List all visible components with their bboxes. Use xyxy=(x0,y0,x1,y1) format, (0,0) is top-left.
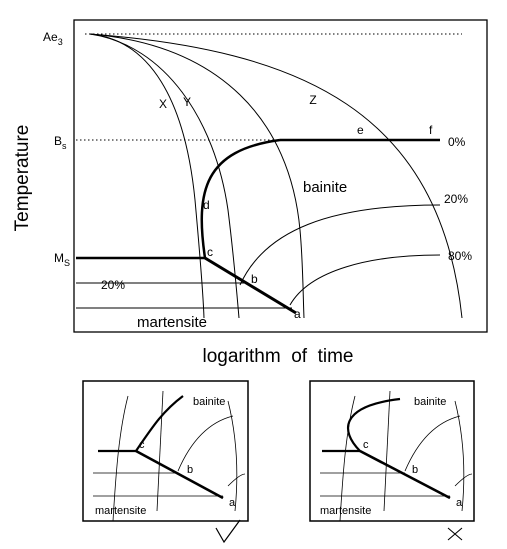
inset-right-frame xyxy=(309,380,475,522)
curve-y-label: Y xyxy=(183,95,191,109)
curve-x xyxy=(89,33,205,319)
ae3-label: Ae3 xyxy=(43,30,63,47)
point-a-label: a xyxy=(294,307,301,321)
pct-20-label: 20% xyxy=(444,192,468,206)
curve-z xyxy=(89,33,305,319)
check-mark xyxy=(215,519,241,544)
curve-x-label: X xyxy=(159,97,167,111)
ms-label: MS xyxy=(54,251,70,268)
martensite-region-label: martensite xyxy=(137,314,207,331)
inset-left-bainite: bainite xyxy=(193,396,225,408)
bainite-start-curve xyxy=(89,33,463,319)
point-b-label: b xyxy=(251,272,258,286)
inset-right-a: a xyxy=(456,497,463,509)
cross-mark xyxy=(447,527,463,541)
bold-bainite-nose xyxy=(200,138,281,259)
bs-label: Bs xyxy=(54,134,67,151)
point-d-label: d xyxy=(203,198,210,212)
inset-right-bainite: bainite xyxy=(414,396,446,408)
main-frame xyxy=(73,19,488,333)
curve-z-label: Z xyxy=(309,93,316,107)
inset-left-frame xyxy=(82,380,249,522)
inset-left: bainite c b a martensite xyxy=(82,380,249,522)
bold-martensite-finish xyxy=(204,256,297,315)
inset-right-b: b xyxy=(412,464,418,476)
x-axis-label: logarithm of time xyxy=(203,346,354,367)
pct-0-label: 0% xyxy=(448,135,466,149)
inset-right-martensite: martensite xyxy=(320,505,371,517)
inset-left-a: a xyxy=(229,497,236,509)
inset-left-b: b xyxy=(187,464,193,476)
bainite-region-label: bainite xyxy=(303,179,347,196)
y-axis-label: Temperature xyxy=(12,125,33,232)
point-f-label: f xyxy=(429,123,433,137)
inset-right: bainite c b a martensite xyxy=(309,380,475,522)
main-diagram: Temperature logarithm of time Ae3 Bs MS … xyxy=(12,19,488,367)
point-c-label: c xyxy=(207,245,213,259)
bainite-20pct-curve xyxy=(239,204,441,286)
inset-right-c: c xyxy=(363,439,369,451)
pct-80-label: 80% xyxy=(448,249,472,263)
inset-left-c: c xyxy=(139,439,145,451)
bainite-80pct-curve xyxy=(289,254,441,306)
inset-left-martensite: martensite xyxy=(95,505,146,517)
martensite-20pct-label: 20% xyxy=(101,278,125,292)
point-e-label: e xyxy=(357,123,364,137)
curve-y xyxy=(89,33,240,319)
